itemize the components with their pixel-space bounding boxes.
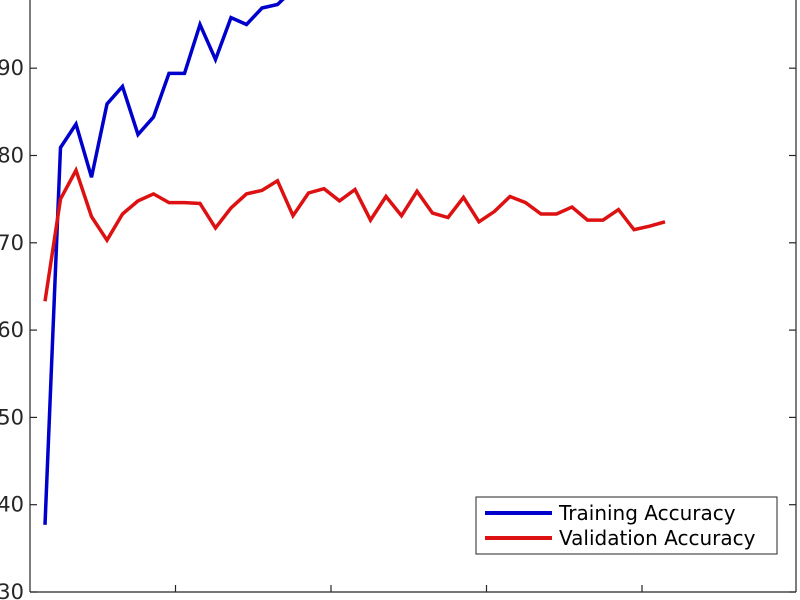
y-tick-label: 30 <box>0 580 24 600</box>
y-tick-label: 50 <box>0 405 24 429</box>
y-tick-label: 70 <box>0 231 24 255</box>
y-tick-label: 60 <box>0 318 24 342</box>
legend-box <box>475 496 778 555</box>
legend-label-training: Training Accuracy <box>558 501 736 525</box>
legend-label-validation: Validation Accuracy <box>559 526 756 550</box>
series-lines <box>43 0 666 525</box>
validation-accuracy-line <box>43 165 666 302</box>
y-tick-label: 90 <box>0 56 24 80</box>
y-tick-label: 80 <box>0 144 24 168</box>
training-accuracy-line <box>43 0 285 525</box>
y-tick-label: 40 <box>0 493 24 517</box>
